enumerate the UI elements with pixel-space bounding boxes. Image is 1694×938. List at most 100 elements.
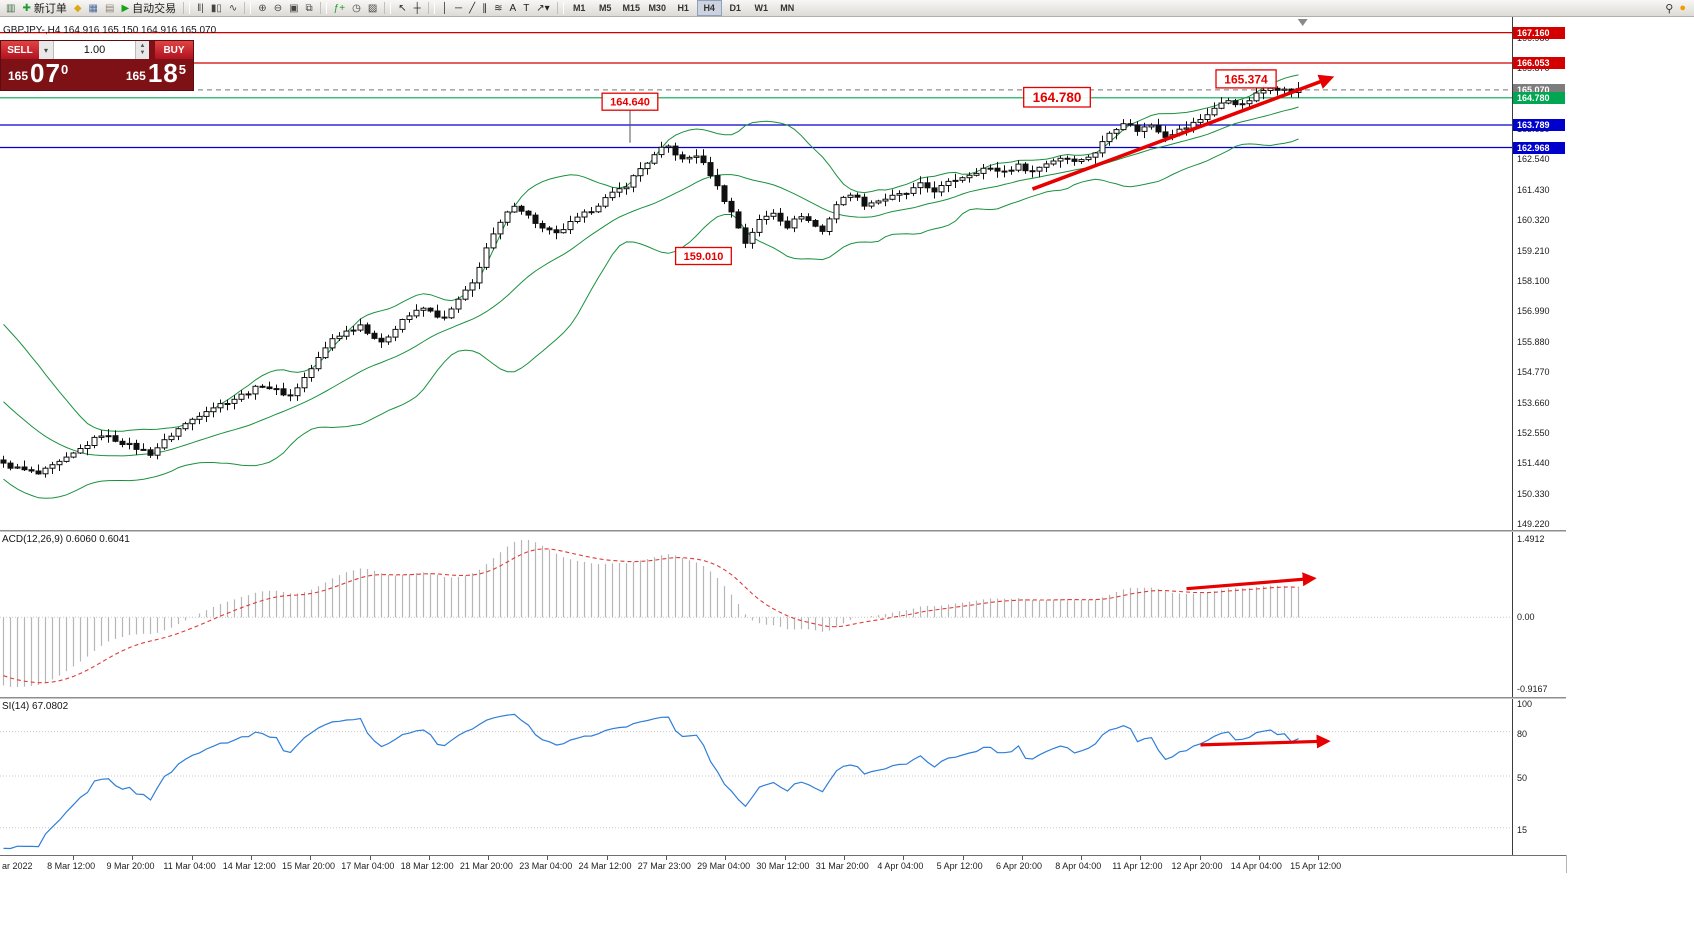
volume-down-icon[interactable]: ▼ (139, 50, 146, 56)
zoom-out-button[interactable]: ⊖ (271, 1, 285, 16)
price-tick: 153.660 (1517, 397, 1550, 408)
buy-price-big-figure: 165 (125, 69, 146, 83)
macd-signal-line (3, 548, 1299, 684)
time-tick (73, 856, 74, 860)
volume-spinner[interactable]: ▲ ▼ (135, 41, 149, 59)
volume-up-icon[interactable]: ▲ (139, 43, 146, 49)
time-tick (428, 856, 430, 860)
macd-scale-zero: 0.00 (1517, 612, 1535, 623)
toolbar-right: ⚲ ● (1665, 2, 1691, 15)
horizontal-level-lines[interactable] (0, 32, 1512, 149)
price-tick: 155.880 (1517, 336, 1550, 347)
price-badge: 167.160 (1513, 26, 1565, 39)
new-order-button[interactable]: ✚ 新订单 (19, 1, 69, 16)
time-label: 14 Apr 04:00 (1230, 861, 1282, 871)
time-tick (962, 856, 964, 860)
price-chart[interactable]: 164.640 159.010 164.780 165.374 (0, 17, 1512, 530)
cursor-tool[interactable]: ↖ (395, 1, 409, 16)
timeframe-d1[interactable]: D1 (729, 3, 741, 13)
sell-button[interactable]: SELL (1, 41, 39, 59)
channel-tool[interactable]: ∥ (479, 1, 490, 16)
new-chart-button[interactable]: ▥ (3, 1, 18, 16)
timeframe-m1[interactable]: M1 (572, 3, 586, 13)
main-chart-panel[interactable]: GBPJPY-,H4 164.916 165.150 164.916 165.0… (0, 17, 1512, 530)
templates-button[interactable]: ▨ (365, 1, 380, 16)
horizontal-line-tool[interactable]: ─ (452, 1, 465, 16)
time-axis[interactable]: ar 2022 8 Mar 12:00 9 Mar 20:00 11 Mar 04:0… (0, 855, 1566, 874)
rsi-panel[interactable]: SI(14) 67.0802 (0, 699, 1512, 855)
svg-text:165.374: 165.374 (1224, 72, 1268, 86)
buy-button[interactable]: BUY (155, 41, 193, 59)
bar-chart-icon-glyph: ‖| (197, 2, 204, 14)
autotrading-glyph: ▶ (121, 2, 130, 14)
macd-trend-arrow[interactable] (1186, 572, 1317, 591)
price-tick: 150.330 (1517, 488, 1550, 499)
line-chart-icon[interactable]: ∿ (226, 1, 240, 16)
macd-label: ACD(12,26,9) 0.6060 0.6041 (2, 534, 130, 545)
data-window-icon[interactable]: ▤ (102, 1, 117, 16)
market-watch-icon[interactable]: ▦ (86, 1, 101, 16)
trend-arrow[interactable] (1031, 74, 1335, 191)
timeframe-m30[interactable]: M30 (648, 3, 666, 13)
macd-chart[interactable] (0, 532, 1512, 697)
chart-shift-marker[interactable] (1297, 19, 1308, 26)
expert-advisors-icon[interactable]: ◆ (71, 1, 85, 16)
crosshair-tool[interactable]: ┼ (411, 1, 424, 16)
timeframe-m15[interactable]: M15 (622, 3, 640, 13)
price-tick: 161.430 (1517, 184, 1550, 195)
time-label: 15 Mar 20:00 (282, 861, 336, 871)
price-badge: 166.053 (1513, 57, 1565, 69)
text-tool[interactable]: A (507, 1, 520, 16)
bar-chart-icon[interactable]: ‖| (194, 1, 207, 16)
timeframe-w1[interactable]: W1 (754, 3, 768, 13)
label-tool[interactable]: T (520, 1, 532, 16)
autotrading-button[interactable]: ▶ 自动交易 (118, 1, 179, 16)
community-icon[interactable]: ● (1679, 2, 1686, 14)
periods-button[interactable]: ◷ (349, 1, 364, 16)
candlestick-chart-icon[interactable]: ▮▯ (208, 1, 225, 16)
panel-separator[interactable] (0, 697, 1566, 699)
time-tick (1081, 856, 1083, 860)
time-tick (725, 856, 727, 860)
rsi-label: SI(14) 67.0802 (2, 701, 69, 712)
price-tick: 156.990 (1517, 306, 1550, 317)
zoom-in-button[interactable]: ⊕ (255, 1, 269, 16)
sell-price-fraction: 0 (60, 62, 69, 77)
price-tick: 160.320 (1517, 215, 1550, 226)
search-icon[interactable]: ⚲ (1665, 2, 1674, 15)
macd-panel[interactable]: ACD(12,26,9) 0.6060 0.6041 (0, 532, 1512, 697)
time-tick (1199, 856, 1201, 860)
auto-scroll-icon-glyph: ▣ (289, 2, 299, 14)
tile-windows-icon[interactable]: ⧉ (303, 1, 316, 16)
time-label: 14 Mar 12:00 (222, 861, 276, 871)
trendline-tool[interactable]: ╱ (466, 1, 478, 16)
candles-layer (0, 82, 1302, 478)
rsi-chart[interactable] (0, 699, 1512, 855)
time-tick (1140, 856, 1142, 860)
timeframe-h4[interactable]: H4 (696, 0, 722, 16)
panel-separator[interactable] (0, 530, 1566, 532)
auto-scroll-icon[interactable]: ▣ (286, 1, 301, 16)
price-axis[interactable]: 166.980165.870164.760163.650162.540161.4… (1512, 17, 1567, 855)
sell-price-big-figure: 165 (8, 69, 29, 83)
fibonacci-tool[interactable]: ≋ (491, 1, 505, 16)
sell-price-pips: 07 (30, 58, 61, 88)
time-label: 8 Apr 04:00 (1055, 861, 1102, 871)
indicators-button[interactable]: ƒ+ (331, 1, 348, 16)
volume-input[interactable] (54, 41, 135, 59)
timeframe-mn[interactable]: MN (780, 3, 795, 13)
templates-glyph: ▨ (367, 2, 378, 14)
timeframe-m5[interactable]: M5 (598, 3, 612, 13)
timeframe-h1[interactable]: H1 (677, 3, 689, 13)
label-glyph: T (523, 2, 530, 14)
rsi-trend-arrow[interactable] (1200, 734, 1331, 749)
channel-glyph: ∥ (482, 2, 488, 14)
vertical-line-tool[interactable]: │ (439, 1, 451, 16)
arrows-tool[interactable]: ↗▾ (533, 1, 552, 16)
bollinger-bands (3, 74, 1299, 499)
price-annotations[interactable]: 164.640 159.010 164.780 165.374 (601, 69, 1277, 266)
time-label: 18 Mar 12:00 (400, 861, 454, 871)
price-badge: 162.968 (1513, 141, 1565, 154)
tile-windows-icon-glyph: ⧉ (305, 2, 313, 14)
volume-preset-dropdown-icon[interactable]: ▾ (39, 41, 54, 59)
